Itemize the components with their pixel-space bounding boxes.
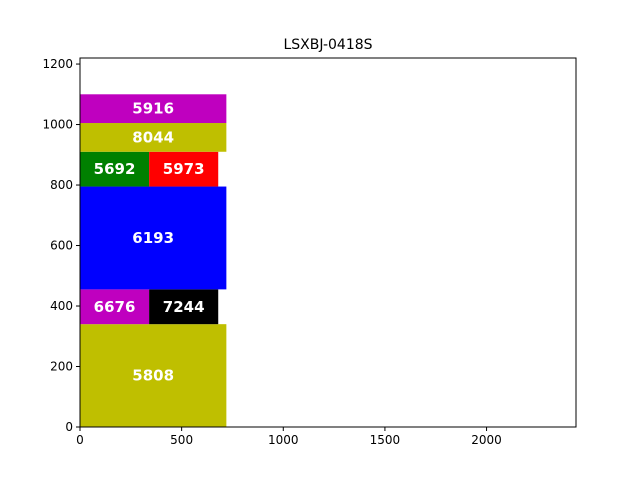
bar-5 [149, 151, 219, 187]
bar-7 [80, 94, 227, 124]
bar-0 [80, 324, 227, 427]
x-tick-label-0: 0 [76, 433, 84, 447]
bar-2 [149, 289, 219, 325]
bar-label-5: 5973 [163, 160, 205, 178]
y-tick-label-5: 1000 [42, 118, 73, 132]
chart-title: LSXBJ-0418S [283, 37, 372, 53]
y-axis: 0 200 400 600 800 1000 1200 [42, 57, 80, 434]
plot-frame [79, 57, 577, 428]
y-tick-label-4: 800 [50, 178, 73, 192]
bar-label-2: 7244 [163, 298, 205, 316]
bar-label-3: 6193 [132, 229, 174, 247]
bar-label-6: 8044 [132, 128, 174, 146]
y-tick-label-6: 1200 [42, 57, 73, 71]
bar-3 [80, 186, 227, 290]
x-tick-label-3: 1500 [370, 433, 401, 447]
bar-1 [80, 289, 150, 325]
y-tick-label-3: 600 [50, 239, 73, 253]
bars-group [80, 94, 227, 427]
x-axis: 0 500 1000 1500 2000 [76, 427, 502, 447]
y-tick-label-2: 400 [50, 299, 73, 313]
x-tick-label-4: 2000 [471, 433, 502, 447]
bar-6 [80, 123, 227, 152]
bar-label-1: 6676 [94, 298, 136, 316]
bar-label-0: 5808 [132, 367, 174, 385]
bar-label-4: 5692 [94, 160, 136, 178]
x-tick-label-1: 500 [170, 433, 193, 447]
y-tick-label-1: 200 [50, 360, 73, 374]
x-tick-label-2: 1000 [268, 433, 299, 447]
y-tick-label-0: 0 [65, 420, 73, 434]
bar-labels-group: 5808 6676 7244 6193 5692 5973 8044 5916 [94, 100, 205, 385]
bar-4 [80, 151, 150, 187]
bar-label-7: 5916 [132, 100, 174, 118]
